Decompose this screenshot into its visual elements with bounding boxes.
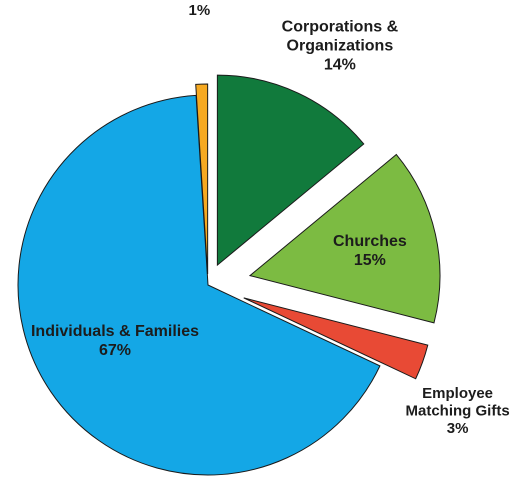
pie-slice-private-grants	[195, 83, 209, 275]
pie-slices	[17, 74, 441, 476]
slice-label-churches: Churches 15%	[333, 233, 407, 269]
slice-name-label: Churches	[333, 233, 407, 250]
pie-slice-corporations-and-organizations	[216, 74, 365, 267]
slice-name-label: Grants	[175, 0, 223, 1]
slice-label-corporations-and-organizations: Corporations & Organizations 14%	[282, 19, 399, 74]
slice-value-label: 67%	[99, 342, 131, 359]
slice-label-individuals-and-families: Individuals & Families 67%	[31, 323, 199, 359]
slice-label-employee-matching-gifts: Employee Matching Gifts 3%	[406, 385, 510, 437]
slice-name-label: Corporations &	[282, 19, 399, 36]
slice-label-private-grants: PrivateGrants1%	[174, 0, 224, 19]
slice-name-label: Employee	[422, 385, 493, 402]
slice-value-label: 14%	[324, 56, 356, 73]
slice-name-label: Individuals & Families	[31, 323, 199, 340]
slice-name-label: Matching Gifts	[406, 403, 510, 420]
pie-slice-churches	[248, 153, 441, 324]
slice-name-label: Organizations	[287, 37, 394, 54]
slice-value-label: 3%	[447, 420, 469, 437]
pie-slice-employee-matching-gifts	[243, 297, 429, 380]
pie-slice-individuals-and-families	[17, 94, 381, 476]
pie-labels: Corporations & Organizations 14% Churches 15…	[31, 0, 510, 437]
slice-value-label: 15%	[354, 252, 386, 269]
slice-value-label: 1%	[189, 2, 211, 19]
